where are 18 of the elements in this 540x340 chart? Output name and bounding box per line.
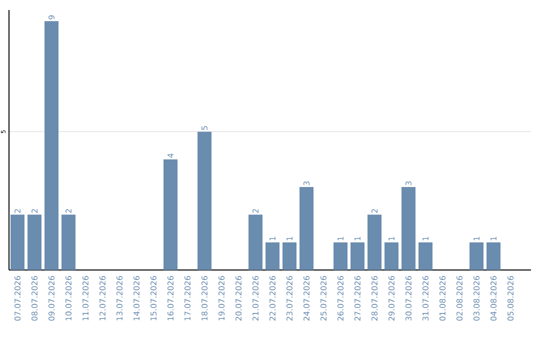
bar (282, 242, 297, 270)
bar (266, 242, 280, 270)
bar (248, 214, 263, 270)
bar (10, 214, 24, 270)
bar (402, 187, 416, 270)
bar (486, 242, 501, 270)
bar (418, 242, 433, 270)
bar (334, 242, 348, 270)
bar (62, 214, 76, 270)
bar (44, 21, 58, 270)
bar (384, 242, 399, 270)
bar (470, 242, 484, 270)
bar (300, 187, 314, 270)
bar (350, 242, 365, 270)
bar (368, 214, 382, 270)
bar (164, 159, 178, 270)
bar (28, 214, 42, 270)
bar (198, 132, 212, 270)
